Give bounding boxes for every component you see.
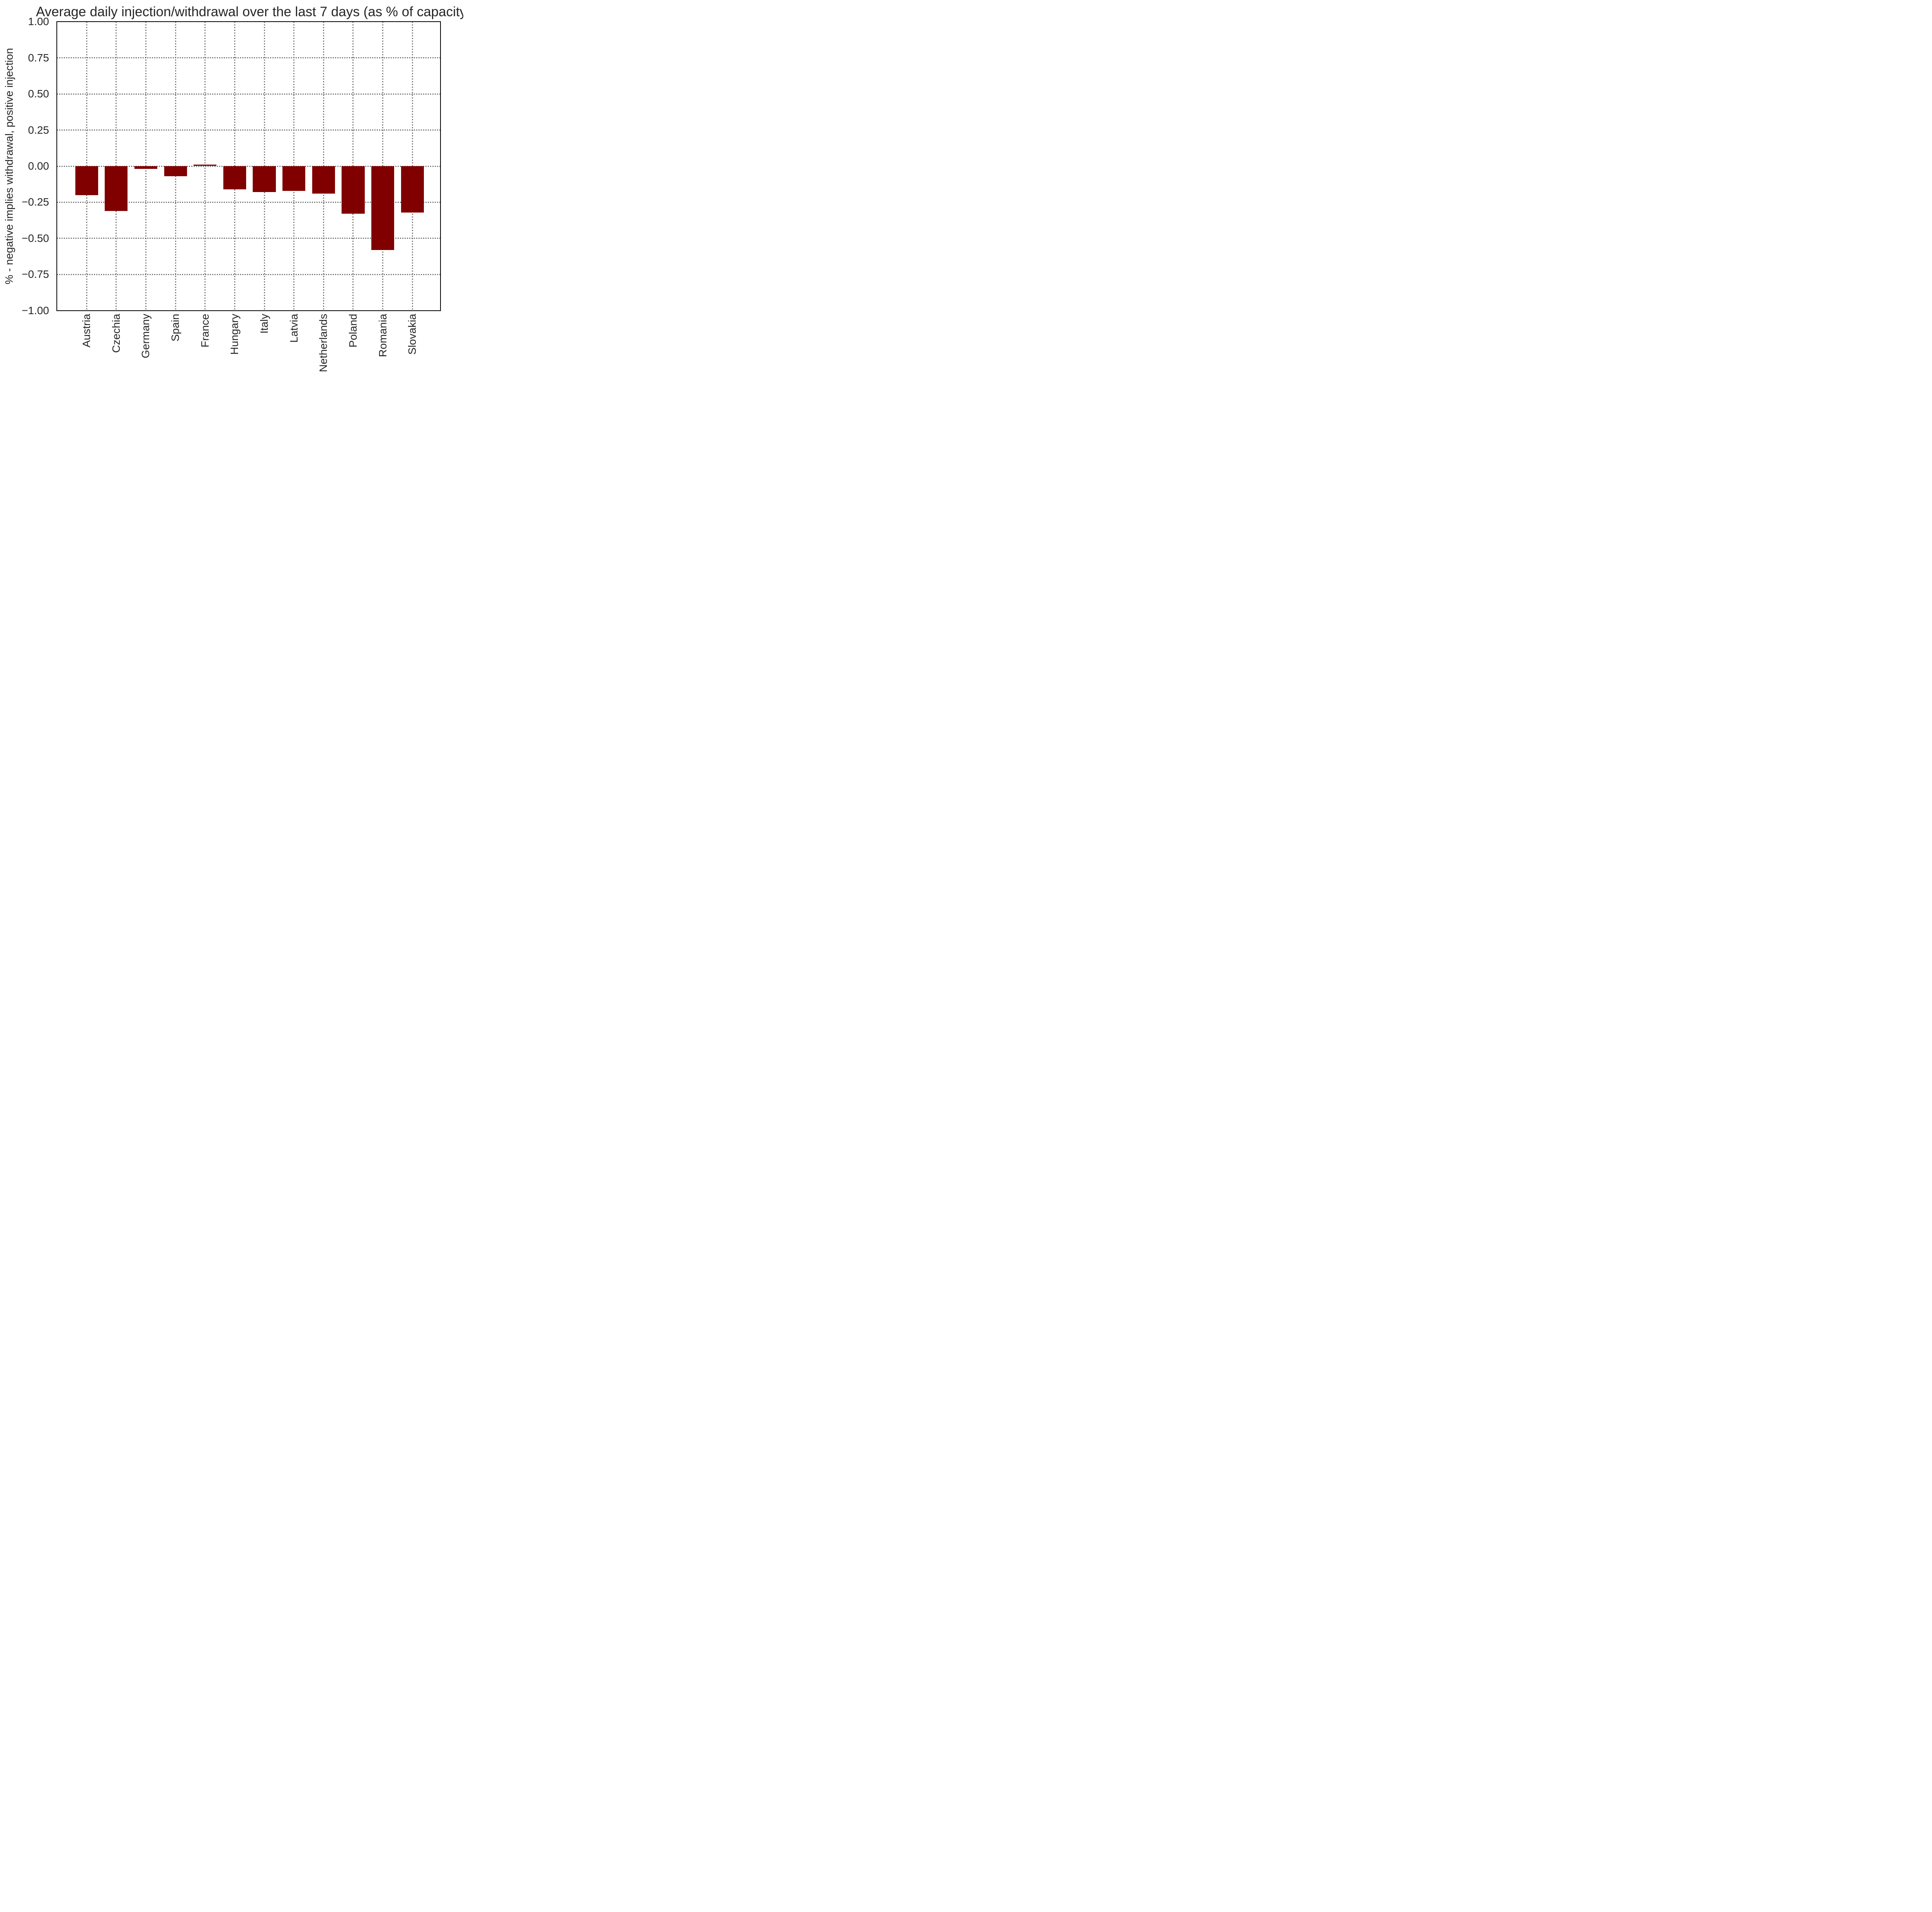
h-gridline [57,93,440,95]
x-tick-label: Poland [347,313,359,347]
h-gridline [57,274,440,275]
x-tick-label: Hungary [228,313,241,355]
v-gridline [382,22,384,311]
bar-hungary [223,166,246,189]
bar-italy [253,166,276,192]
v-gridline [116,22,117,311]
x-tick-label: Italy [258,313,270,334]
y-tick-label: 0.25 [28,124,49,136]
h-gridline [57,238,440,239]
h-gridline [57,201,440,203]
bar-france [194,165,217,166]
v-gridline [204,22,206,311]
y-tick-label: 0.75 [28,51,49,64]
h-gridline [57,165,440,167]
x-tick-label: France [199,313,211,347]
bar-germany [134,166,158,169]
bar-romania [371,166,395,250]
bar-spain [164,166,187,177]
x-tick-label: Spain [169,313,182,342]
x-tick-label: Germany [139,313,152,358]
v-gridline [145,22,146,311]
v-gridline [323,22,324,311]
y-tick-label: 1.00 [28,15,49,28]
v-gridline [293,22,295,311]
bar-netherlands [312,166,335,194]
x-tick-label: Netherlands [317,313,330,372]
v-gridline [234,22,235,311]
x-tick-label: Austria [80,313,93,347]
v-gridline [352,22,354,311]
v-gridline [86,22,87,311]
bar-slovakia [401,166,424,213]
chart-title: Average daily injection/withdrawal over … [36,4,463,19]
v-gridline [412,22,413,311]
y-tick-label: −0.25 [22,196,49,208]
h-gridline [57,129,440,131]
x-tick-label: Slovakia [406,313,418,355]
x-tick-label: Latvia [287,313,300,343]
v-gridline [175,22,176,311]
h-gridline [57,57,440,59]
figure: Average daily injection/withdrawal over … [0,0,463,383]
bar-poland [342,166,365,214]
bar-austria [75,166,98,195]
bar-czechia [105,166,128,211]
y-tick-label: 0.00 [28,160,49,172]
v-gridline [264,22,265,311]
y-tick-label: −1.00 [22,304,49,316]
y-tick-label: −0.50 [22,232,49,244]
x-tick-label: Romania [376,313,389,357]
y-tick-label: −0.75 [22,268,49,281]
y-tick-label: 0.50 [28,88,49,100]
x-tick-label: Czechia [110,313,122,353]
bar-latvia [282,166,306,191]
